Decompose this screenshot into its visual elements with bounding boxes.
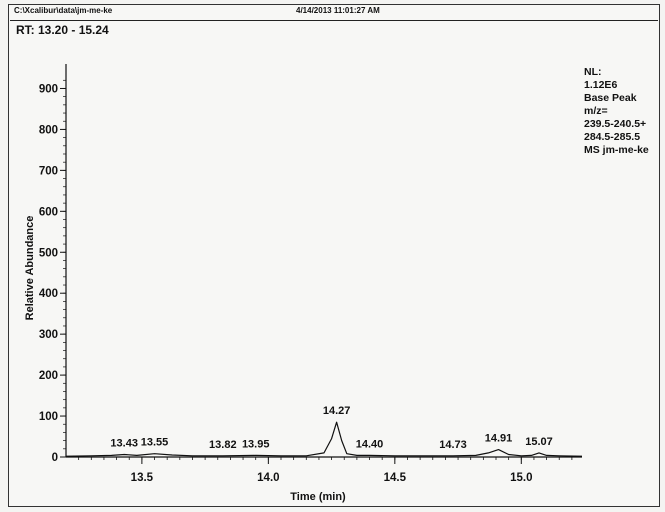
chromatogram-trace xyxy=(65,421,583,457)
trace xyxy=(65,421,583,457)
peak-label: 14.40 xyxy=(356,438,384,450)
header-divider xyxy=(10,20,658,21)
peak-label: 14.27 xyxy=(323,405,351,417)
peak-label: 13.82 xyxy=(209,439,237,451)
y-tick-label: 300 xyxy=(39,329,58,341)
y-tick-label: 0 xyxy=(52,452,58,464)
peak-label: 15.07 xyxy=(525,436,553,448)
info-block: NL: 1.12E6 Base Peak m/z= 239.5-240.5+ 2… xyxy=(584,66,660,157)
timestamp: 4/14/2013 11:01:27 AM xyxy=(296,6,380,15)
info-line: m/z= xyxy=(584,105,608,117)
x-axis-label: Time (min) xyxy=(290,491,346,503)
info-line: NL: xyxy=(584,66,602,78)
axes xyxy=(65,64,582,458)
y-tick-label: 500 xyxy=(39,247,58,259)
y-tick-label: 800 xyxy=(39,124,58,136)
retention-time-range: RT: 13.20 - 15.24 xyxy=(16,23,109,37)
y-tick-label: 400 xyxy=(39,288,58,300)
peak-label: 14.91 xyxy=(485,433,513,445)
x-tick-label: 14.5 xyxy=(384,472,407,484)
info-line: 1.12E6 xyxy=(584,79,618,91)
y-tick-label: 700 xyxy=(39,165,58,177)
info-line: Base Peak xyxy=(584,92,637,104)
peak-label: 14.73 xyxy=(439,439,467,451)
peak-labels: 13.43 13.55 13.82 13.95 14.27 14.40 14.73 14.91… xyxy=(110,405,552,451)
y-tick-label: 900 xyxy=(39,83,58,95)
file-path: C:\Xcalibur\data\jm-me-ke xyxy=(14,6,113,15)
y-axis-label: Relative Abundance xyxy=(24,216,36,321)
y-tick-label: 200 xyxy=(39,370,58,382)
chart-frame xyxy=(8,4,660,507)
peak-label: 13.95 xyxy=(242,438,270,450)
y-tick-label: 100 xyxy=(39,411,58,423)
x-tick-label: 14.0 xyxy=(257,472,279,484)
peak-label: 13.55 xyxy=(141,437,169,449)
peak-label: 13.43 xyxy=(110,438,138,450)
info-line: 239.5-240.5+ xyxy=(584,118,647,130)
info-line: MS jm-me-ke xyxy=(584,144,649,156)
x-tick-label: 13.5 xyxy=(131,472,154,484)
ticks: 13.5 14.0 14.5 15.0 0 100 200 300 400 500 600 700 80… xyxy=(39,79,573,484)
x-tick-label: 15.0 xyxy=(510,472,532,484)
y-tick-label: 600 xyxy=(39,206,58,218)
info-line: 284.5-285.5 xyxy=(584,131,641,143)
